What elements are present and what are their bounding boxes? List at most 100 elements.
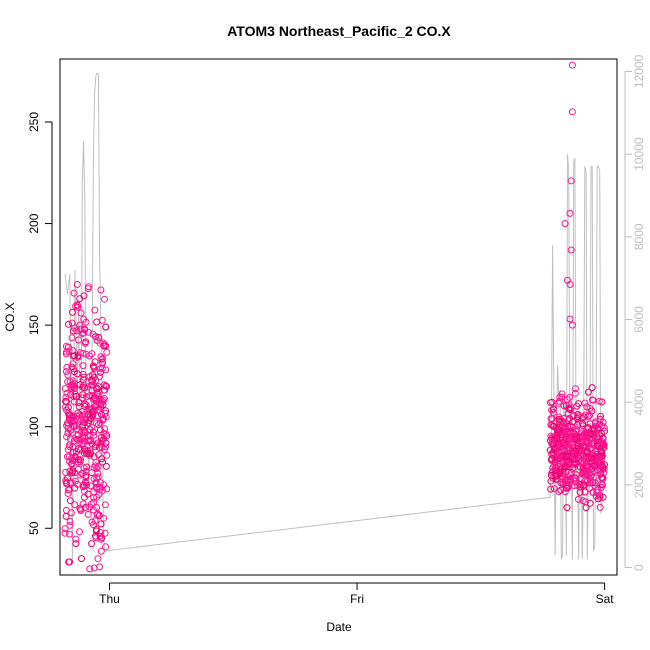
data-point (96, 479, 104, 487)
data-point (62, 397, 69, 405)
x-axis: Thu Fri Sat (99, 582, 615, 606)
data-point (73, 327, 81, 335)
data-point (569, 433, 577, 441)
data-point (588, 384, 596, 392)
data-point (547, 485, 555, 493)
data-point (62, 506, 70, 514)
data-point (69, 381, 77, 389)
data-point (64, 490, 72, 497)
data-point (61, 525, 69, 533)
data-point (73, 425, 81, 433)
data-point (563, 453, 571, 460)
data-point (97, 547, 105, 555)
data-point (98, 437, 106, 445)
data-point (86, 565, 94, 573)
data-point (80, 292, 88, 300)
data-point (84, 383, 92, 391)
data-point (97, 535, 105, 543)
data-point (66, 443, 73, 451)
data-point (587, 476, 595, 484)
data-point (552, 463, 560, 471)
data-point (561, 220, 569, 228)
data-point (597, 447, 605, 455)
data-point (586, 484, 593, 492)
data-point (576, 488, 584, 496)
data-point (576, 483, 584, 491)
data-point (74, 445, 82, 453)
data-point (81, 478, 89, 486)
data-point (96, 419, 104, 427)
data-point (90, 488, 98, 496)
data-point (547, 415, 555, 423)
data-point (597, 412, 604, 420)
data-point (97, 286, 105, 294)
data-point (90, 364, 98, 372)
data-point (94, 555, 102, 563)
data-point (577, 463, 584, 471)
data-point (583, 432, 591, 440)
x-axis-label: Date (326, 620, 352, 634)
data-point (103, 383, 111, 390)
data-point (573, 402, 581, 410)
data-point (574, 442, 582, 450)
data-point (596, 493, 604, 501)
data-point (84, 510, 92, 518)
x-tick-label: Thu (99, 592, 120, 606)
data-point (62, 512, 70, 520)
data-point (571, 389, 579, 397)
data-point (596, 503, 604, 511)
data-point (64, 419, 72, 427)
data-point (571, 453, 579, 461)
data-point (82, 401, 90, 409)
data-point (65, 558, 73, 566)
data-point (66, 467, 74, 475)
data-point (99, 355, 107, 362)
data-point (591, 436, 599, 444)
data-point (572, 385, 579, 393)
data-point (61, 529, 69, 537)
data-point (88, 518, 96, 526)
data-point (560, 439, 568, 447)
data-point (102, 439, 110, 447)
data-point (81, 482, 88, 490)
chart-title: ATOM3 Northeast_Pacific_2 CO.X (227, 23, 451, 39)
data-point (84, 419, 92, 427)
data-point (99, 458, 106, 466)
data-point (64, 371, 72, 379)
data-point (72, 535, 80, 543)
data-point (86, 432, 94, 440)
data-point (553, 434, 561, 441)
data-point (62, 468, 70, 476)
data-point (91, 306, 99, 314)
data-point (567, 246, 575, 254)
data-point (68, 479, 76, 487)
data-point (102, 382, 110, 390)
data-point (101, 340, 108, 348)
data-point (583, 403, 591, 411)
data-point (66, 435, 74, 443)
y2-tick-label: 12000 (632, 54, 646, 88)
data-point (81, 428, 89, 436)
data-point (91, 358, 99, 366)
data-point (575, 449, 583, 457)
data-point (580, 481, 588, 489)
data-point (550, 405, 558, 413)
data-point (79, 349, 87, 357)
data-point (68, 319, 76, 327)
data-point (94, 469, 102, 477)
data-point (566, 281, 574, 288)
data-point (568, 321, 576, 329)
data-point (581, 411, 589, 419)
data-point (585, 469, 593, 477)
data-point (569, 464, 577, 472)
data-point (552, 456, 560, 464)
y2-tick-label: 10000 (632, 137, 646, 171)
data-point (551, 470, 559, 478)
data-point (71, 501, 79, 509)
data-point (79, 500, 87, 508)
x-tick-label: Sat (596, 592, 615, 606)
data-point (584, 423, 592, 431)
data-point (593, 447, 601, 455)
data-point (62, 368, 70, 375)
data-point (98, 316, 106, 324)
